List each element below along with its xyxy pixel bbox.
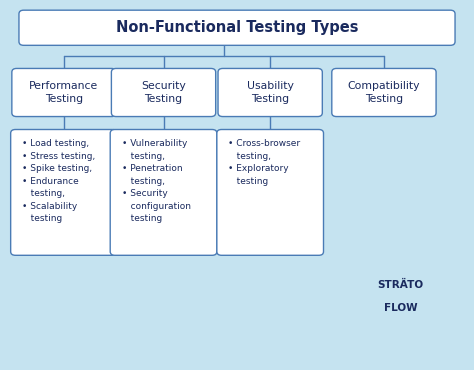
FancyBboxPatch shape	[110, 130, 217, 255]
Text: STRÄTO: STRÄTO	[377, 280, 424, 290]
Text: Performance
Testing: Performance Testing	[29, 81, 99, 104]
FancyBboxPatch shape	[111, 68, 216, 117]
Text: FLOW: FLOW	[384, 303, 417, 313]
FancyBboxPatch shape	[332, 68, 436, 117]
Text: • Cross-browser
   testing,
• Exploratory
   testing: • Cross-browser testing, • Exploratory t…	[228, 139, 301, 186]
FancyBboxPatch shape	[12, 68, 116, 117]
Text: • Vulnerability
   testing,
• Penetration
   testing,
• Security
   configuratio: • Vulnerability testing, • Penetration t…	[122, 139, 191, 223]
Text: Security
Testing: Security Testing	[141, 81, 186, 104]
Text: Usability
Testing: Usability Testing	[247, 81, 293, 104]
Text: • Load testing,
• Stress testing,
• Spike testing,
• Endurance
   testing,
• Sca: • Load testing, • Stress testing, • Spik…	[22, 139, 95, 223]
FancyBboxPatch shape	[217, 130, 324, 255]
FancyBboxPatch shape	[218, 68, 322, 117]
Text: Non-Functional Testing Types: Non-Functional Testing Types	[116, 20, 358, 35]
FancyBboxPatch shape	[11, 130, 118, 255]
Text: Compatibility
Testing: Compatibility Testing	[348, 81, 420, 104]
FancyBboxPatch shape	[19, 10, 455, 45]
